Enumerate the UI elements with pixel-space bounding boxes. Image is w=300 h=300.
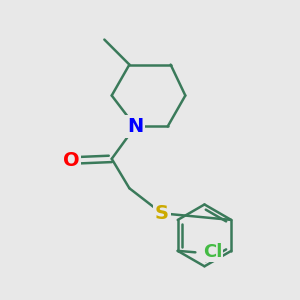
Text: Cl: Cl xyxy=(203,243,222,261)
Text: O: O xyxy=(63,151,80,170)
Text: S: S xyxy=(155,204,169,223)
Text: N: N xyxy=(127,117,143,136)
